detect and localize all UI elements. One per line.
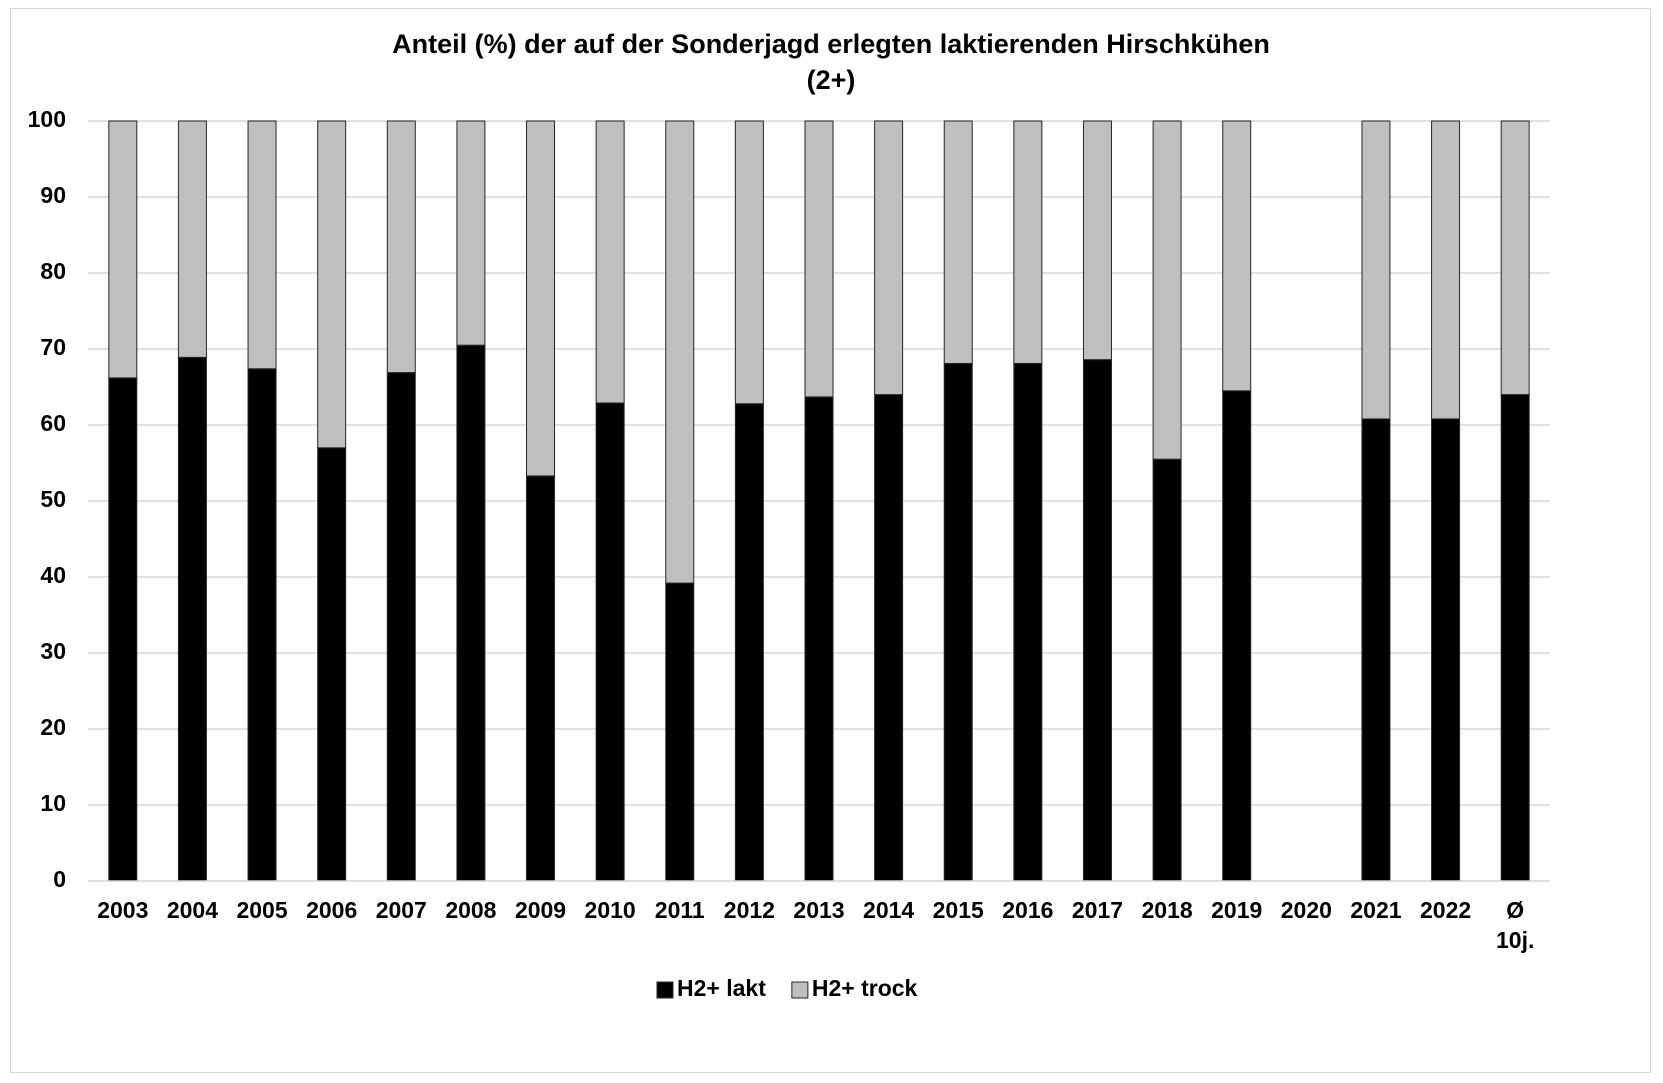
bar-segment bbox=[1500, 120, 1530, 396]
bar-segment bbox=[734, 403, 764, 882]
bar-segment bbox=[317, 120, 347, 449]
y-tick-label: 60 bbox=[40, 410, 66, 436]
bar-segment bbox=[317, 447, 347, 882]
x-tick-label: 2016 bbox=[1002, 897, 1053, 923]
bar-segment bbox=[1152, 458, 1182, 882]
y-tick-label: 30 bbox=[40, 638, 66, 664]
x-tick-label: 2012 bbox=[724, 897, 775, 923]
bar-segment bbox=[247, 368, 277, 882]
x-tick-label: 2003 bbox=[97, 897, 148, 923]
x-tick-label: 2007 bbox=[376, 897, 427, 923]
bar-segment bbox=[1431, 120, 1461, 420]
bar-segment bbox=[665, 582, 695, 882]
legend-label: H2+ trock bbox=[812, 975, 918, 1001]
x-tick-label: 2022 bbox=[1420, 897, 1471, 923]
x-tick-label: 2021 bbox=[1350, 897, 1401, 923]
bar-segment bbox=[1152, 120, 1182, 460]
bar-segment bbox=[386, 372, 416, 882]
bar-segment bbox=[595, 402, 625, 882]
bar-segment bbox=[595, 120, 625, 404]
bar-segment bbox=[1222, 120, 1252, 392]
legend-swatch bbox=[791, 981, 809, 999]
bar-segment bbox=[734, 120, 764, 405]
legend-swatch bbox=[656, 981, 674, 999]
x-tick-label: 2020 bbox=[1281, 897, 1332, 923]
bar-segment bbox=[804, 396, 834, 882]
x-tick-label: 2015 bbox=[933, 897, 984, 923]
bar-segment bbox=[943, 120, 973, 364]
bar-segment bbox=[804, 120, 834, 398]
chart-title: Anteil (%) der auf der Sonderjagd erlegt… bbox=[392, 29, 1270, 95]
x-tick-label: 2010 bbox=[585, 897, 636, 923]
x-tick-label: 2011 bbox=[655, 897, 705, 923]
bar-segment bbox=[177, 120, 207, 358]
bar-segment bbox=[874, 394, 904, 882]
x-tick-label: 2019 bbox=[1211, 897, 1262, 923]
y-tick-label: 90 bbox=[40, 182, 66, 208]
bar-segment bbox=[456, 344, 486, 882]
x-tick-label: Ø 10j. bbox=[1496, 897, 1534, 953]
bar-segment bbox=[386, 120, 416, 374]
y-tick-label: 40 bbox=[40, 562, 66, 588]
bar-segment bbox=[247, 120, 277, 370]
bar-segment bbox=[108, 120, 138, 379]
y-tick-label: 10 bbox=[40, 790, 66, 816]
x-tick-label: 2009 bbox=[515, 897, 566, 923]
x-tick-label: 2014 bbox=[863, 897, 914, 923]
bar-segment bbox=[1500, 394, 1530, 882]
chart-frame bbox=[10, 8, 1651, 1073]
bar-segment bbox=[526, 120, 556, 477]
y-tick-label: 70 bbox=[40, 334, 66, 360]
x-tick-label: 2005 bbox=[236, 897, 287, 923]
y-tick-label: 20 bbox=[40, 714, 66, 740]
bar-segment bbox=[1013, 362, 1043, 882]
bar-segment bbox=[526, 475, 556, 882]
x-tick-label: 2013 bbox=[793, 897, 844, 923]
y-tick-label: 50 bbox=[40, 486, 66, 512]
bar-segment bbox=[108, 377, 138, 882]
bar-segment bbox=[943, 362, 973, 882]
bar-segment bbox=[1361, 120, 1391, 420]
bar-segment bbox=[177, 356, 207, 882]
bar-segment bbox=[1082, 120, 1112, 361]
bar-segment bbox=[665, 120, 695, 584]
y-tick-label: 80 bbox=[40, 258, 66, 284]
x-tick-label: 2018 bbox=[1142, 897, 1193, 923]
x-tick-label: 2004 bbox=[167, 897, 218, 923]
x-tick-label: 2006 bbox=[306, 897, 357, 923]
y-tick-label: 0 bbox=[53, 866, 66, 892]
bar-segment bbox=[1222, 390, 1252, 882]
bar-segment bbox=[1431, 418, 1461, 882]
x-tick-label: 2008 bbox=[445, 897, 496, 923]
x-tick-label: 2017 bbox=[1072, 897, 1123, 923]
bar-segment bbox=[874, 120, 904, 396]
bar-segment bbox=[456, 120, 486, 346]
legend-label: H2+ lakt bbox=[677, 975, 766, 1001]
bar-segment bbox=[1082, 359, 1112, 882]
bar-segment bbox=[1361, 418, 1391, 882]
bar-segment bbox=[1013, 120, 1043, 364]
y-tick-label: 100 bbox=[28, 106, 66, 132]
